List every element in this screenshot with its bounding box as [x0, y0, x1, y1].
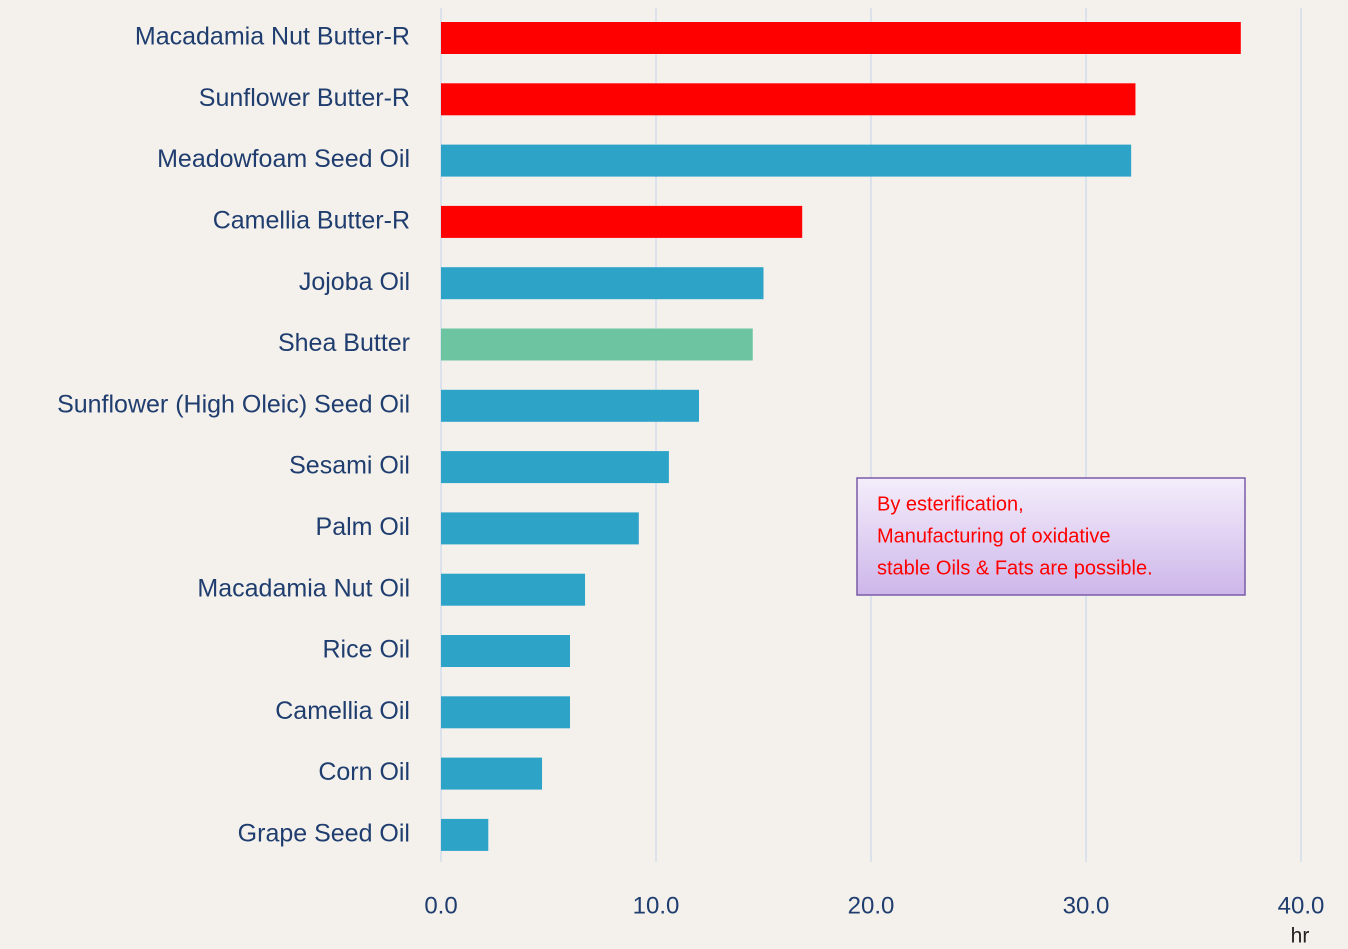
category-label: Macadamia Nut Oil — [197, 574, 410, 602]
x-tick-label: 20.0 — [848, 892, 895, 919]
category-label: Rice Oil — [322, 636, 410, 664]
x-tick-label: 30.0 — [1063, 892, 1110, 919]
bar — [441, 328, 753, 361]
category-label: Camellia Oil — [275, 697, 410, 725]
annotation: By esterification, Manufacturing of oxida… — [877, 493, 1153, 579]
category-label: Sesami Oil — [289, 452, 410, 480]
bar — [441, 757, 543, 790]
category-label: Sunflower Butter-R — [199, 84, 410, 112]
annotation-box — [856, 477, 1246, 596]
bar — [441, 389, 699, 422]
bar — [441, 22, 1241, 54]
x-tick-label: 40.0 — [1278, 892, 1325, 919]
bar — [441, 83, 1136, 116]
x-tick-label: 0.0 — [424, 892, 457, 919]
annotation-line: Manufacturing of oxidative — [877, 525, 1110, 547]
x-axis-label: hr — [1291, 925, 1310, 948]
bar — [441, 512, 639, 545]
category-label: Sunflower (High Oleic) Seed Oil — [57, 390, 410, 418]
bar — [441, 818, 489, 851]
bar — [441, 451, 669, 484]
category-label: Corn Oil — [318, 758, 410, 786]
category-label: Camellia Butter-R — [213, 207, 410, 235]
category-label: Macadamia Nut Butter-R — [135, 23, 410, 51]
x-tick-label: 10.0 — [633, 892, 680, 919]
bar — [441, 573, 586, 606]
bar — [441, 205, 803, 238]
category-label: Jojoba Oil — [299, 268, 410, 296]
category-label: Palm Oil — [316, 513, 410, 541]
bar — [441, 635, 570, 667]
bar — [441, 144, 1132, 177]
bar — [441, 267, 764, 300]
annotation-line: By esterification, — [877, 493, 1024, 515]
category-label: Shea Butter — [278, 329, 410, 357]
annotation-line: stable Oils & Fats are possible. — [877, 557, 1153, 579]
bar — [441, 696, 570, 729]
bars — [441, 22, 1241, 851]
category-label: Grape Seed Oil — [238, 820, 410, 848]
category-label: Meadowfoam Seed Oil — [157, 145, 410, 173]
